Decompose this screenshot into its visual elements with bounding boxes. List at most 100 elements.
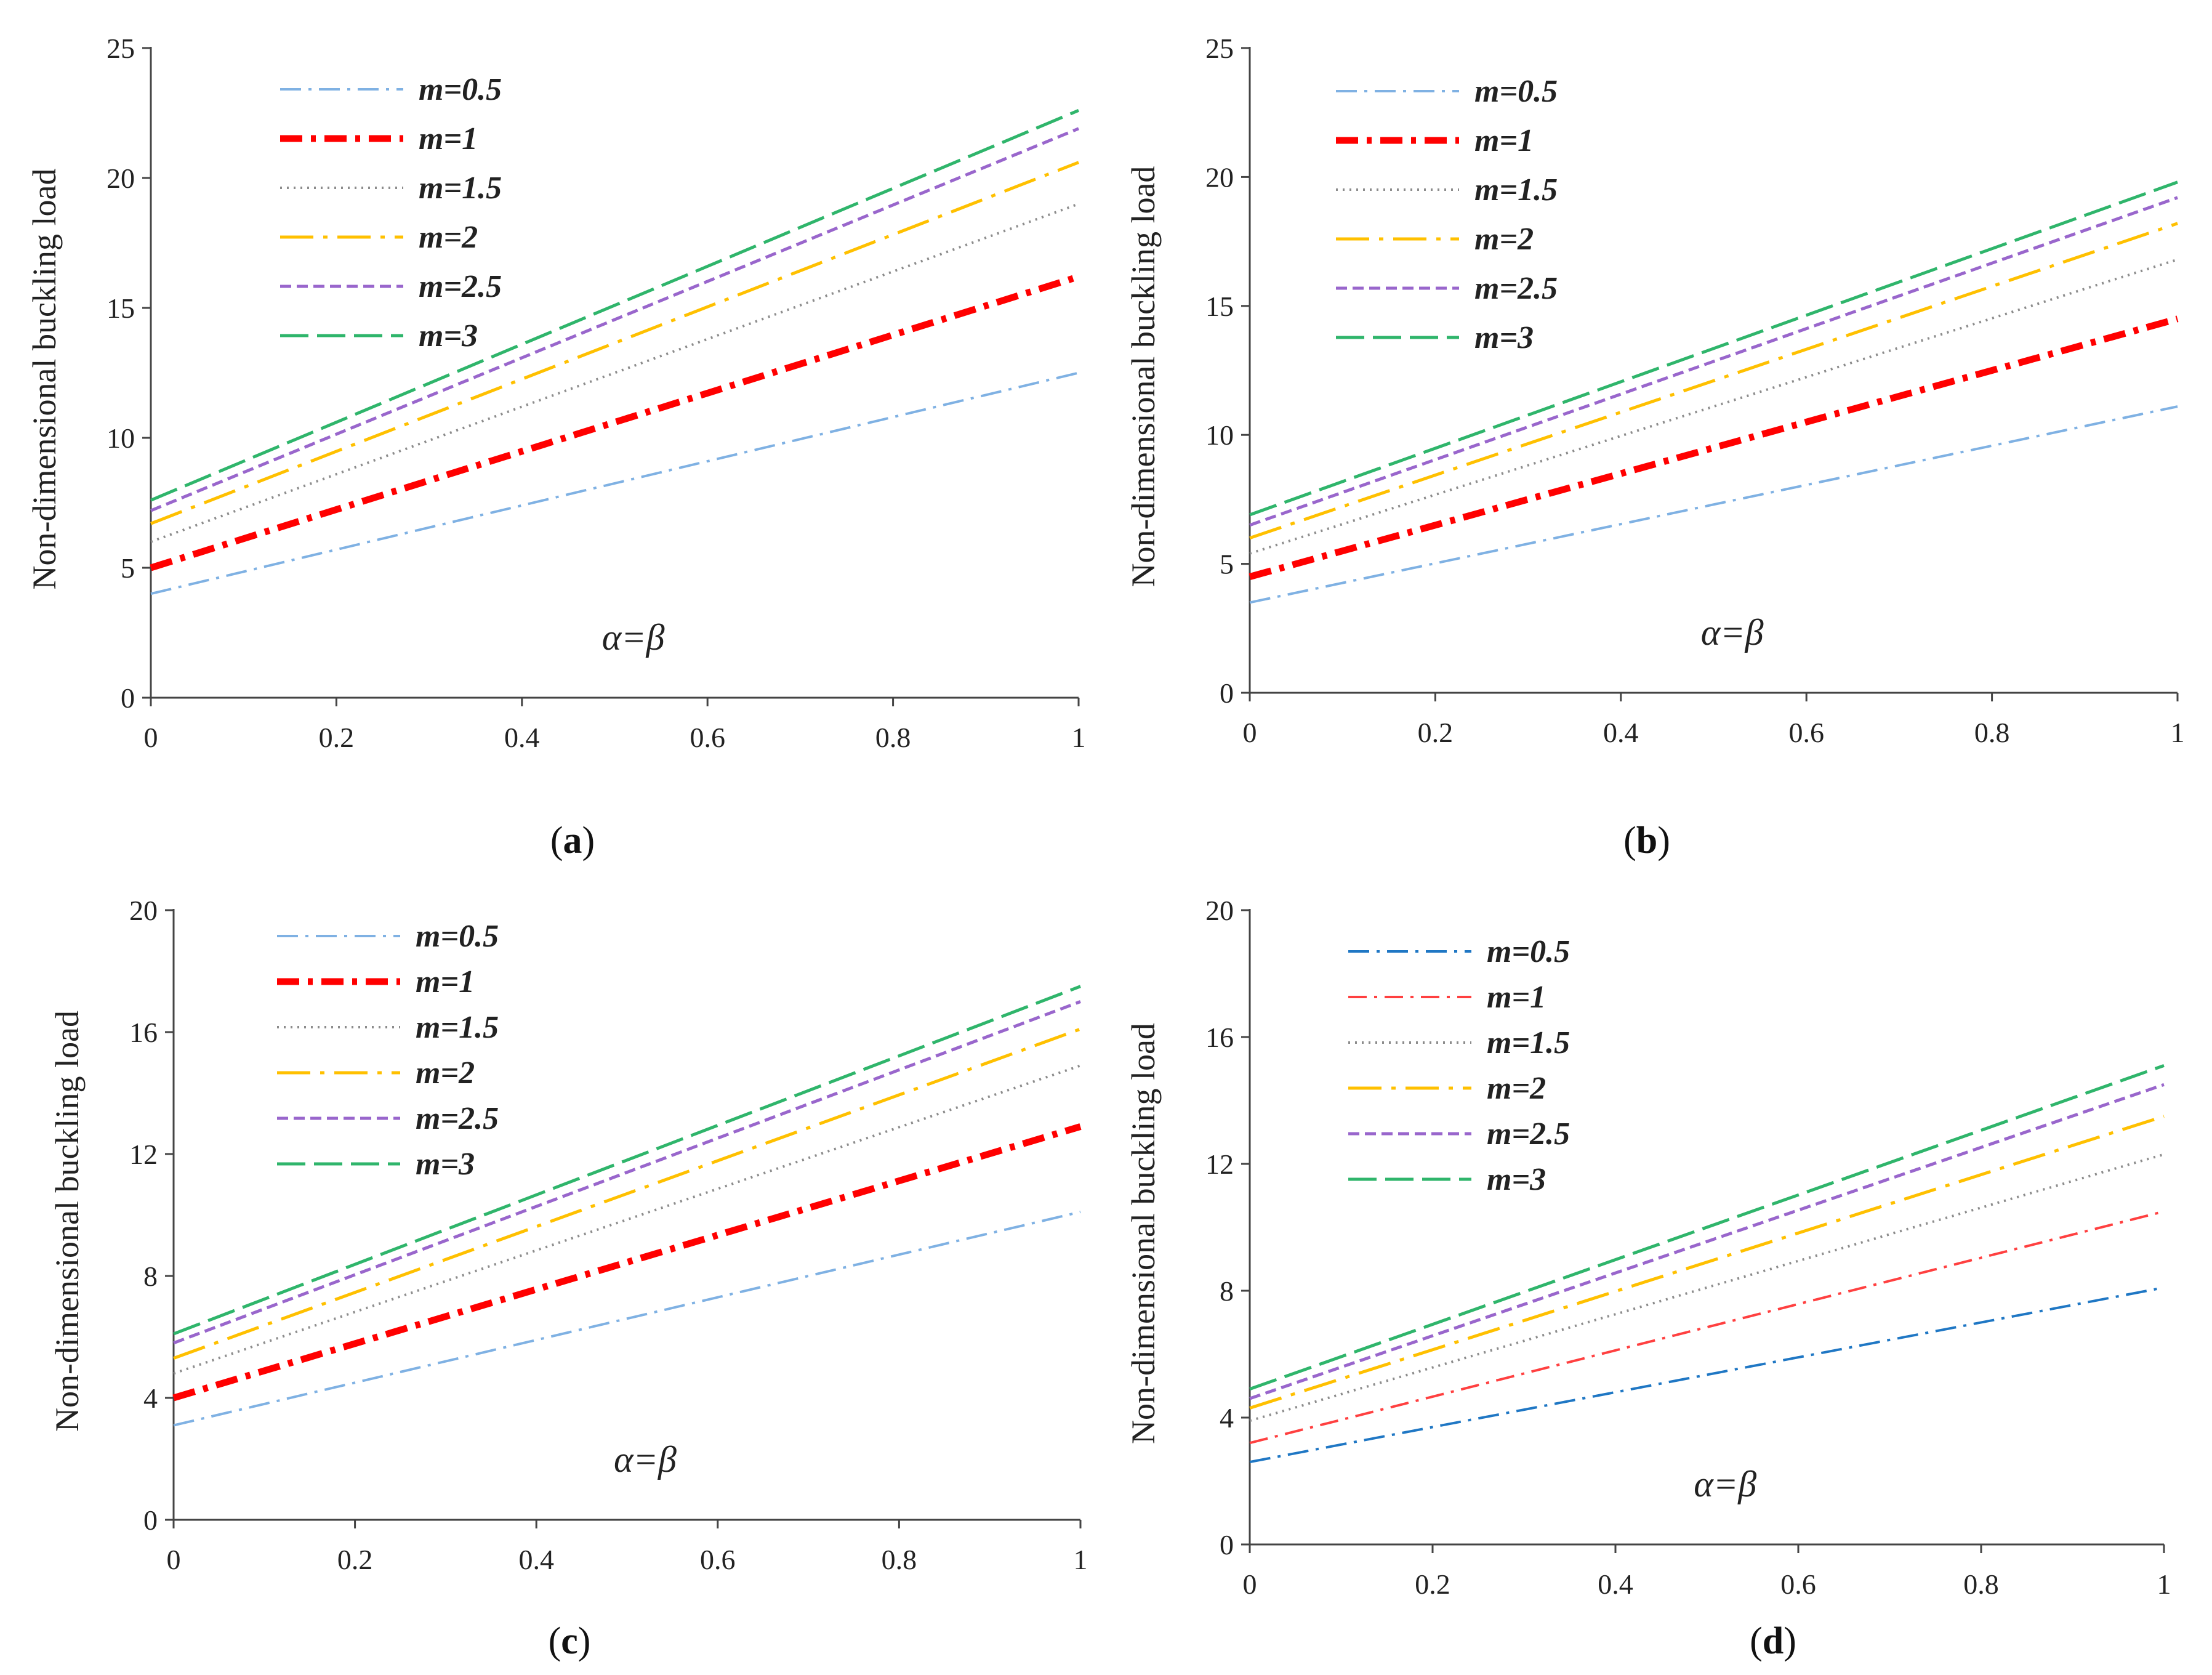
panel-b: (b) (1623, 820, 1670, 862)
y-axis-label: Non-dimensional buckling load (1125, 1023, 1162, 1444)
y-tick-label: 15 (107, 293, 135, 324)
series-line-m=2.5 (173, 1000, 1081, 1345)
panel-a: (a) (550, 820, 595, 862)
x-tick-label: 0 (1243, 717, 1257, 748)
x-tick-label: 0 (1243, 1568, 1257, 1600)
legend-label: m=1 (416, 964, 475, 999)
x-tick-label: 0.8 (875, 722, 911, 753)
legend-label: m=1 (419, 121, 478, 156)
legend-label: m=2.5 (1474, 271, 1558, 306)
series-line-m=2.5 (1249, 196, 2178, 527)
legend-label: m=1.5 (419, 171, 502, 206)
chart-c: 0 4 8 12 16 20 0 0.2 0.4 0.6 0.8 1 Non-dimensional b… (49, 895, 1088, 1575)
y-tick-label: 4 (143, 1382, 158, 1414)
y-tick-label: 0 (143, 1504, 158, 1536)
legend-label: m=2.5 (1487, 1116, 1570, 1152)
y-tick-label: 8 (143, 1261, 158, 1292)
series-line-m=1.5 (173, 1064, 1081, 1375)
y-tick-label: 15 (1205, 291, 1234, 322)
y-tick-label: 0 (121, 682, 135, 714)
legend-label: m=3 (1487, 1162, 1546, 1197)
series-line-m=2.5 (1249, 1083, 2165, 1400)
series-line-m=1 (1249, 1210, 2165, 1445)
y-tick-label: 0 (1220, 677, 1234, 709)
chart-a: 0 5 10 15 20 25 0 0.2 0.4 0.6 0.8 1 Non-dimensional … (26, 33, 1086, 753)
y-tick-label: 20 (129, 895, 158, 926)
legend-label: m=2.5 (419, 269, 502, 304)
x-tick-label: 1 (1072, 722, 1086, 753)
y-tick-label: 5 (121, 552, 135, 584)
x-tick-label: 1 (2171, 717, 2185, 748)
series-line-m=2 (150, 161, 1079, 525)
y-tick-label: 20 (1205, 161, 1234, 193)
legend-label: m=0.5 (416, 919, 499, 954)
series-line-m=3 (1249, 180, 2178, 517)
y-tick-label: 25 (107, 33, 135, 64)
panel-b-caption: (b) (1623, 820, 1670, 862)
legend-label: m=1.5 (1474, 172, 1558, 208)
y-tick-label: 12 (129, 1139, 158, 1170)
x-tick-label: 0.6 (690, 722, 725, 753)
y-tick-label: 10 (107, 422, 135, 454)
series-line-m=1.5 (150, 203, 1079, 543)
x-tick-label: 0.4 (1598, 1568, 1633, 1600)
x-tick-label: 0.6 (700, 1544, 736, 1575)
legend-label: m=1 (1487, 980, 1546, 1015)
legend-label: m=1.5 (1487, 1025, 1570, 1060)
panel-d: (d) (1750, 1620, 1796, 1662)
x-axis-label: α=β (1701, 612, 1764, 653)
y-tick-label: 0 (1220, 1529, 1234, 1560)
x-tick-label: 0.2 (1415, 1568, 1450, 1600)
legend-label: m=2 (1487, 1071, 1546, 1106)
series-line-m=3 (1249, 1064, 2165, 1391)
series-line-m=0.5 (1249, 1286, 2165, 1464)
x-tick-label: 0 (167, 1544, 181, 1575)
legend-label: m=2 (419, 220, 478, 255)
legend-label: m=3 (419, 318, 478, 353)
y-tick-label: 10 (1205, 419, 1234, 451)
x-tick-label: 0.2 (319, 722, 355, 753)
series-line-m=1.5 (1249, 258, 2178, 555)
series-line-m=1 (172, 1123, 1082, 1402)
x-axis-label: α=β (1694, 1464, 1756, 1504)
x-tick-label: 0.8 (1963, 1568, 1999, 1600)
series-line-m=0.5 (150, 371, 1079, 595)
y-tick-label: 16 (1205, 1022, 1234, 1053)
legend-label: m=3 (1474, 320, 1534, 355)
y-tick-label: 20 (1205, 895, 1234, 926)
x-tick-label: 0.4 (504, 722, 540, 753)
series-line-m=2.5 (150, 127, 1079, 512)
x-axis-label: α=β (614, 1439, 677, 1480)
x-tick-label: 0.6 (1780, 1568, 1816, 1600)
y-tick-label: 4 (1220, 1402, 1234, 1434)
x-tick-label: 0.6 (1788, 717, 1824, 748)
chart-d: 0 4 8 12 16 20 0 0.2 0.4 0.6 0.8 1 Non-dimensional b… (1125, 895, 2171, 1600)
series-line-m=0.5 (173, 1211, 1081, 1427)
series-line-m=0.5 (1249, 405, 2178, 604)
legend-label: m=0.5 (419, 72, 502, 107)
x-tick-label: 0.2 (1418, 717, 1454, 748)
x-tick-label: 0.2 (337, 1544, 373, 1575)
x-tick-label: 1 (2157, 1568, 2171, 1600)
series-line-m=2 (1249, 222, 2178, 540)
chart-b: 0 5 10 15 20 25 0 0.2 0.4 0.6 0.8 1 Non-dimensional … (1125, 33, 2185, 748)
panel-a-caption: (a) (550, 820, 595, 862)
x-tick-label: 0.8 (882, 1544, 917, 1575)
legend-label: m=0.5 (1474, 74, 1558, 109)
x-tick-label: 0.8 (1974, 717, 2010, 748)
y-axis-label: Non-dimensional buckling load (49, 1011, 86, 1432)
series-line-m=2 (173, 1027, 1081, 1360)
y-tick-label: 8 (1220, 1275, 1234, 1307)
x-tick-label: 0.4 (1603, 717, 1639, 748)
y-axis-label: Non-dimensional buckling load (26, 169, 63, 590)
x-tick-label: 1 (1074, 1544, 1088, 1575)
legend-label: m=1.5 (416, 1010, 499, 1045)
series-line-m=3 (173, 985, 1081, 1336)
series-line-m=1 (150, 273, 1080, 571)
y-tick-label: 16 (129, 1017, 158, 1048)
y-tick-label: 25 (1205, 33, 1234, 64)
legend-label: m=0.5 (1487, 934, 1570, 969)
y-tick-label: 20 (107, 163, 135, 194)
panel-c: (c) (549, 1620, 591, 1662)
